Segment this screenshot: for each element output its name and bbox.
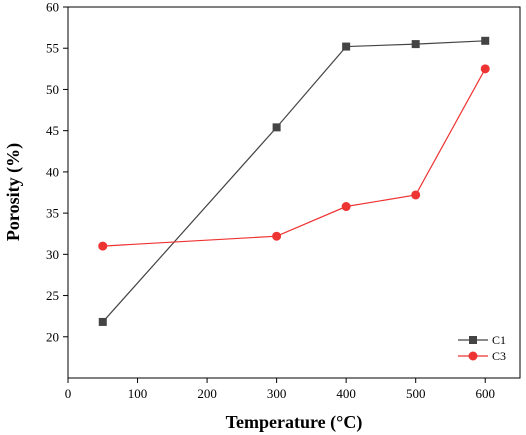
y-tick-label: 60 (46, 0, 59, 15)
x-tick-label: 400 (336, 386, 356, 401)
x-tick-label: 300 (267, 386, 287, 401)
data-point-c1 (272, 123, 281, 132)
legend-marker-c3 (468, 351, 478, 361)
y-tick-label: 50 (46, 82, 59, 97)
x-tick-label: 0 (65, 386, 72, 401)
y-tick-label: 35 (46, 206, 59, 221)
data-point-c1 (98, 317, 107, 326)
y-tick-label: 55 (46, 41, 59, 56)
y-tick-label: 25 (46, 288, 59, 303)
y-axis-title: Porosity (%) (3, 143, 24, 241)
y-tick-label: 45 (46, 123, 59, 138)
series-line-c1 (102, 40, 486, 323)
x-tick-label: 200 (197, 386, 217, 401)
series-markers (98, 36, 490, 326)
y-tick-label: 20 (46, 329, 59, 344)
x-tick-label: 600 (475, 386, 495, 401)
data-point-c3 (411, 190, 421, 200)
data-point-c3 (272, 231, 282, 241)
data-point-c1 (411, 40, 420, 49)
series-line-c3 (102, 68, 486, 247)
data-point-c1 (342, 42, 351, 51)
y-axis: 20 25 30 35 40 45 50 55 60 (46, 0, 68, 344)
series-lines (102, 40, 486, 323)
data-point-c3 (341, 202, 351, 212)
x-axis: 0 100 200 300 400 500 600 (65, 378, 495, 401)
x-tick-label: 100 (128, 386, 148, 401)
x-tick-label: 500 (406, 386, 426, 401)
x-axis-title: Temperature (°C) (226, 412, 363, 433)
data-point-c3 (480, 64, 490, 74)
legend-label-c1: C1 (492, 333, 506, 347)
legend-label-c3: C3 (492, 349, 506, 363)
plot-area-frame (67, 6, 521, 379)
legend-marker-c1 (469, 336, 477, 344)
y-tick-label: 40 (46, 164, 59, 179)
y-tick-label: 30 (46, 247, 59, 262)
data-point-c1 (481, 36, 490, 45)
data-point-c3 (98, 241, 108, 251)
